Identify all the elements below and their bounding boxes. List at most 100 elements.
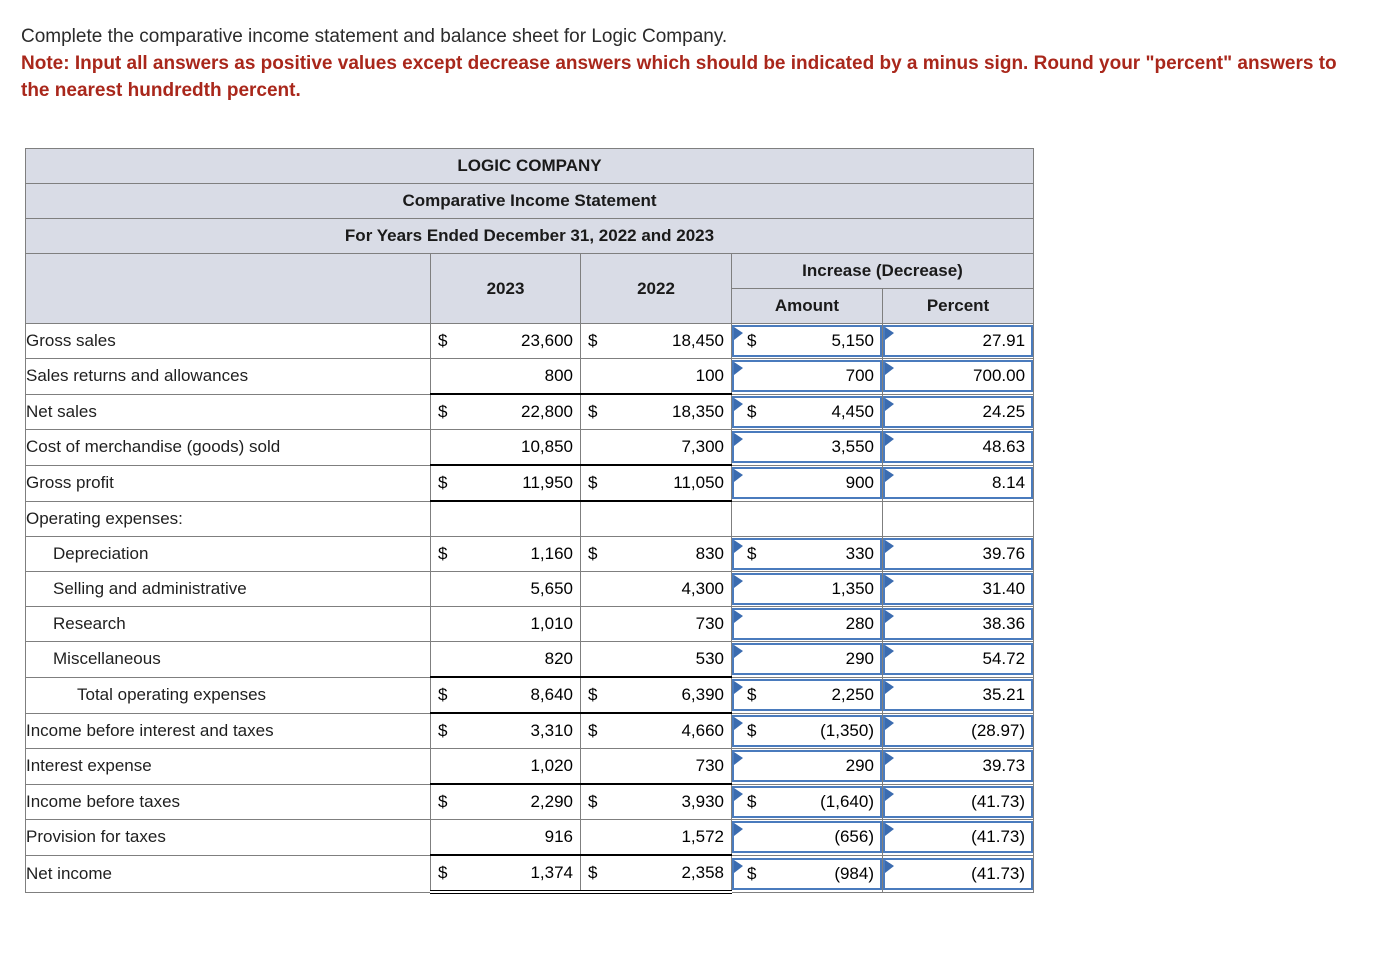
cell-value: 22,800 [521,402,573,421]
percent-cell: (41.73) [881,819,1035,856]
amount-input[interactable]: $330 [732,538,882,570]
table-row: Income before taxes $2,290 $3,930 $ (1,64… [25,783,1035,820]
comment-flag-icon [734,645,743,659]
dollar-sign: $ [747,791,757,811]
input-value: 290 [845,649,874,669]
value-2022-cell: 530 [580,641,732,678]
value-2023-cell: $22,800 [430,393,581,430]
comment-flag-icon [885,787,894,801]
header-2022: 2022 [580,253,732,324]
value-2022-cell: 730 [580,748,732,785]
table-subtitle-row: Comparative Income Statement [24,183,1035,219]
amount-input[interactable]: 290 [732,643,882,676]
cell-value: 830 [695,544,724,563]
amount-input[interactable]: $5,150 [732,325,882,357]
table-row: Provision for taxes 916 1,572 (656) (41.… [25,819,1035,856]
cell-value: 4,660 [681,721,724,740]
table-row: Cost of merchandise (goods) sold 10,850 … [25,429,1035,466]
dollar-sign: $ [588,685,598,704]
comment-flag-icon [734,681,743,694]
percent-input[interactable]: 27.91 [883,325,1033,357]
comment-flag-icon [734,787,743,801]
value-2022-cell: $18,350 [580,393,732,430]
percent-input[interactable]: 54.72 [883,643,1033,676]
dollar-sign: $ [747,331,757,350]
value-2023-cell: 820 [430,641,581,678]
comment-flag-icon [885,469,894,482]
amount-input[interactable]: $ (1,640) [732,785,882,818]
input-value: (41.73) [971,791,1026,811]
dollar-sign: $ [747,544,757,563]
percent-input[interactable]: (28.97) [883,714,1033,747]
comment-flag-icon [885,433,894,447]
comment-flag-icon [885,752,894,766]
percent-input[interactable]: 39.73 [883,750,1033,783]
row-label: Depreciation [25,536,431,572]
comment-flag-icon [885,610,894,623]
value-2023-cell: $2,290 [430,783,581,820]
comment-flag-icon [734,362,743,376]
amount-cell: (656) [731,819,883,856]
percent-input[interactable]: 24.25 [883,395,1033,428]
input-value: (1,640) [820,791,874,811]
cell-value: 1,572 [681,827,724,846]
comment-flag-icon [734,327,743,340]
percent-input[interactable]: 31.40 [883,573,1033,605]
amount-input[interactable]: 3,550 [732,431,882,464]
comment-flag-icon [734,610,743,623]
dollar-sign: $ [438,685,448,704]
header-percent: Percent [881,288,1035,324]
comment-flag-icon [885,540,894,553]
amount-cell: 700 [731,358,883,395]
table-row: Depreciation $1,160 $830 $330 39.76 [25,536,1035,572]
dollar-sign: $ [588,544,598,563]
percent-input[interactable]: (41.73) [883,785,1033,818]
header-increase-decrease: Increase (Decrease) [730,253,1035,289]
amount-input[interactable]: 280 [732,608,882,640]
input-value: (656) [834,827,874,847]
input-value: 24.25 [982,401,1026,421]
cell-value: 3,310 [530,721,573,740]
comment-flag-icon [885,823,894,837]
percent-input[interactable]: 48.63 [883,431,1033,464]
cell-value: 1,160 [530,544,573,563]
cell-value: 1,010 [530,614,573,633]
percent-input[interactable]: 38.36 [883,608,1033,640]
cell-value: 1,374 [530,863,573,882]
input-value: (41.73) [971,863,1026,883]
row-label: Interest expense [25,748,431,785]
dollar-sign: $ [438,792,448,811]
amount-input[interactable]: (656) [732,821,882,854]
header-amount: Amount [731,288,883,324]
percent-input[interactable]: 700.00 [883,360,1033,393]
amount-input[interactable]: 1,350 [732,573,882,605]
percent-input[interactable]: 8.14 [883,467,1033,499]
input-value: 290 [845,756,874,776]
input-value: (1,350) [820,720,874,740]
row-label: Gross sales [25,323,431,359]
amount-input[interactable]: 900 [732,467,882,499]
amount-input[interactable]: $ (984) [732,857,882,890]
income-statement-table: LOGIC COMPANY Comparative Income Stateme… [24,148,1035,894]
percent-input[interactable]: (41.73) [883,857,1033,890]
value-2023-cell: 1,010 [430,606,581,642]
table-row: Total operating expenses $8,640 $6,390 $… [25,676,1035,714]
dollar-sign: $ [747,401,757,421]
amount-input[interactable]: $2,250 [732,679,882,711]
percent-input[interactable]: (41.73) [883,821,1033,854]
percent-input[interactable]: 35.21 [883,679,1033,711]
amount-input[interactable]: $4,450 [732,395,882,428]
amount-input[interactable]: $ (1,350) [732,714,882,747]
dollar-sign: $ [588,792,598,811]
value-2023-cell: 1,020 [430,748,581,785]
percent-input[interactable]: 39.76 [883,538,1033,570]
input-value: 31.40 [982,579,1026,598]
comment-flag-icon [885,575,894,588]
row-label: Cost of merchandise (goods) sold [25,429,431,466]
table-row: Income before interest and taxes $3,310 … [25,712,1035,749]
table-row: Net sales $22,800 $18,350 $4,450 24.25 [25,393,1035,430]
input-value: 900 [845,473,874,492]
input-value: 39.76 [982,544,1026,563]
amount-input[interactable]: 700 [732,360,882,393]
amount-input[interactable]: 290 [732,750,882,783]
